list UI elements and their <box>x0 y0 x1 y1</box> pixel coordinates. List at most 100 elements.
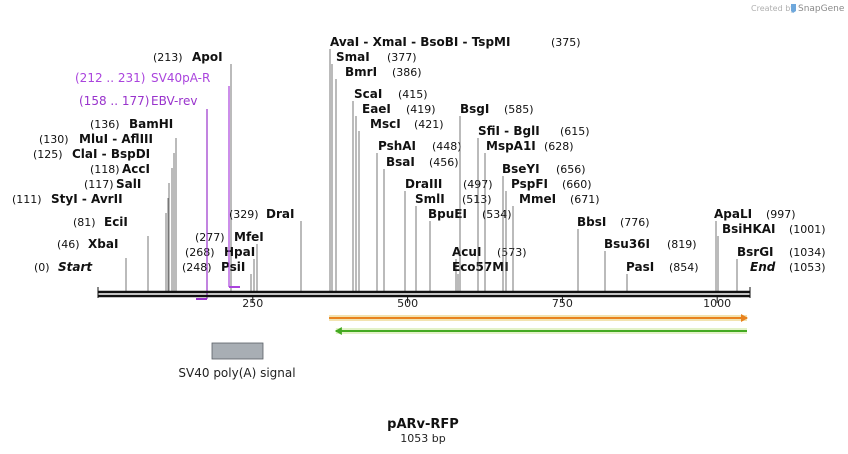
enzyme-site[interactable]: BsiHKAI (1001) <box>717 222 826 291</box>
enzyme-name: ScaI <box>354 87 382 101</box>
scale-tick-label: 500 <box>397 297 418 310</box>
enzyme-site[interactable]: BsaI (456) <box>383 155 459 291</box>
enzyme-site[interactable]: SfiI - BglI (615) <box>477 124 590 291</box>
enzyme-position: (854) <box>669 261 699 274</box>
enzyme-site[interactable]: ScaI (415) <box>352 87 428 291</box>
enzyme-position: (415) <box>398 88 428 101</box>
enzyme-site[interactable]: BsgI (585) <box>459 102 534 291</box>
orf-forward[interactable] <box>329 314 748 322</box>
feature-box <box>211 342 264 360</box>
enzyme-site[interactable]: EaeI (419) <box>355 102 436 291</box>
enzyme-position: (1034) <box>789 246 826 259</box>
enzyme-name: BseYI <box>502 162 540 176</box>
enzyme-site[interactable]: PasI (854) <box>626 260 699 291</box>
enzyme-name: SfiI - BglI <box>478 124 540 138</box>
enzyme-site[interactable]: PshAI (448) <box>376 139 462 291</box>
enzyme-name: MluI - AflIII <box>79 132 153 146</box>
enzyme-site[interactable]: SmaI (377) <box>331 50 417 291</box>
orf-arrows <box>329 314 748 335</box>
enzyme-site[interactable]: ApaLI (997) <box>714 207 796 291</box>
enzyme-site[interactable]: BamHI (136) <box>90 117 177 291</box>
enzyme-position: (386) <box>392 66 422 79</box>
enzyme-site[interactable]: End (1053) <box>750 260 826 274</box>
enzyme-site[interactable]: AccI(118) <box>90 162 170 291</box>
enzyme-name: MspA1I <box>486 139 536 153</box>
enzyme-site[interactable]: SmlI (513) <box>415 192 492 291</box>
enzyme-position: (615) <box>560 125 590 138</box>
enzyme-position: (776) <box>620 216 650 229</box>
enzyme-site[interactable]: Start (0) <box>34 260 93 274</box>
enzyme-site[interactable]: AcuI (573) <box>452 245 527 291</box>
enzyme-position: (329) <box>229 208 259 221</box>
enzyme-site[interactable]: SalI(117) <box>84 177 169 291</box>
enzyme-position: (46) <box>57 238 80 251</box>
enzyme-name: DraI <box>266 207 294 221</box>
features: SV40 poly(A) signal <box>178 342 296 380</box>
enzyme-site[interactable]: BbsI (776) <box>577 215 650 291</box>
enzyme-name: PasI <box>626 260 654 274</box>
enzyme-site[interactable]: XbaI (46) <box>57 237 127 291</box>
map-title: pARv-RFP <box>387 417 459 432</box>
enzyme-name: MscI <box>370 117 401 131</box>
primer[interactable]: (158 .. 177) EBV-rev <box>79 94 208 300</box>
enzyme-name: BsaI <box>386 155 415 169</box>
feature[interactable]: SV40 poly(A) signal <box>178 342 296 380</box>
enzyme-name: PsiI <box>221 260 245 274</box>
enzyme-position: (421) <box>414 118 444 131</box>
enzyme-site[interactable]: BseYI (656) <box>502 162 586 291</box>
enzyme-position: (671) <box>570 193 600 206</box>
enzyme-site[interactable]: ClaI - BspDI (125) <box>33 147 173 291</box>
enzyme-name: EciI <box>104 215 128 229</box>
enzyme-site[interactable]: BpuEI (534) <box>428 207 512 291</box>
enzyme-name: StyI - AvrII <box>51 192 123 206</box>
enzyme-position: (656) <box>556 163 586 176</box>
enzyme-site[interactable]: MluI - AflIII (130) <box>39 132 175 291</box>
enzyme-position: (1053) <box>789 261 826 274</box>
enzyme-site[interactable]: BmrI (386) <box>335 65 422 291</box>
scale-tick: 250 <box>242 297 263 310</box>
enzyme-name: Start <box>58 260 93 274</box>
enzyme-name: EaeI <box>362 102 391 116</box>
enzyme-site[interactable]: PspFI (660) <box>505 177 592 291</box>
enzyme-site[interactable]: PsiI (248) <box>182 260 252 291</box>
enzyme-site[interactable]: MfeI (277) <box>195 230 264 291</box>
enzyme-site[interactable]: AvaI - XmaI - BsoBI - TspMI (375) <box>329 35 581 291</box>
map-length: 1053 bp <box>400 432 445 445</box>
enzyme-site[interactable]: ApoI (213) <box>153 50 232 291</box>
enzyme-site[interactable]: MscI (421) <box>358 117 444 291</box>
enzyme-name: BsiHKAI <box>722 222 776 236</box>
enzyme-position: (660) <box>562 178 592 191</box>
enzyme-name: PspFI <box>511 177 548 191</box>
enzyme-name: PshAI <box>378 139 416 153</box>
enzyme-site[interactable]: BsrGI (1034) <box>736 245 826 291</box>
enzyme-name: AcuI <box>452 245 481 259</box>
enzyme-site[interactable]: Eco57MI <box>452 260 509 291</box>
enzyme-site[interactable]: EciI (81) <box>73 215 149 291</box>
enzyme-name: BmrI <box>345 65 377 79</box>
feature-label: SV40 poly(A) signal <box>178 366 295 380</box>
enzyme-site[interactable]: StyI - AvrII (111) <box>12 192 167 291</box>
enzyme-position: (573) <box>497 246 527 259</box>
enzyme-site[interactable]: DraI (329) <box>229 207 302 291</box>
enzyme-name: Eco57MI <box>452 260 509 274</box>
enzyme-position: (248) <box>182 261 212 274</box>
enzyme-position: (997) <box>766 208 796 221</box>
enzyme-position: (456) <box>429 156 459 169</box>
orf-reverse[interactable] <box>334 327 747 335</box>
enzyme-position: (534) <box>482 208 512 221</box>
enzyme-name: ClaI - BspDI <box>72 147 150 161</box>
scale-tick: 1000 <box>703 297 731 310</box>
credit: Created by SnapGene <box>751 4 845 14</box>
scale-tick: 500 <box>397 297 418 310</box>
primer-name: SV40pA-R <box>151 71 210 85</box>
enzyme-name: BamHI <box>129 117 173 131</box>
enzyme-site[interactable]: MspA1I (628) <box>484 139 574 291</box>
enzyme-position: (118) <box>90 163 120 176</box>
enzyme-site[interactable]: MmeI (671) <box>512 192 600 291</box>
enzyme-position: (1001) <box>789 223 826 236</box>
snapgene-logo-icon <box>791 4 796 13</box>
scale-tick: 750 <box>552 297 573 310</box>
primer[interactable]: (212 .. 231) SV40pA-R <box>75 71 240 288</box>
credit-brand: SnapGene <box>798 4 845 14</box>
enzyme-site[interactable]: Bsu36I (819) <box>604 237 697 291</box>
